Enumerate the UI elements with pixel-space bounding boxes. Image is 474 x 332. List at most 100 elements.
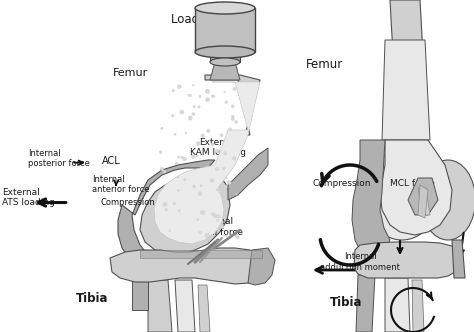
Polygon shape <box>228 148 268 200</box>
Circle shape <box>188 116 192 120</box>
Circle shape <box>196 155 198 157</box>
Circle shape <box>198 106 200 108</box>
Polygon shape <box>390 0 428 145</box>
Circle shape <box>211 95 214 97</box>
Circle shape <box>177 85 181 89</box>
Text: External
ATS loading: External ATS loading <box>2 188 55 207</box>
Polygon shape <box>154 82 260 244</box>
Circle shape <box>231 115 234 118</box>
Text: MCL force: MCL force <box>390 179 434 188</box>
Text: Femur: Femur <box>113 68 148 78</box>
Circle shape <box>185 132 187 134</box>
Circle shape <box>235 234 239 238</box>
Circle shape <box>223 199 225 201</box>
Circle shape <box>199 231 201 234</box>
Text: Internal
lateral force: Internal lateral force <box>188 217 243 237</box>
Ellipse shape <box>365 150 439 240</box>
Circle shape <box>201 134 205 137</box>
Circle shape <box>160 167 164 171</box>
Circle shape <box>217 219 219 221</box>
Text: Internal
posterior force: Internal posterior force <box>28 149 91 168</box>
Polygon shape <box>140 75 260 254</box>
Circle shape <box>231 105 234 108</box>
Circle shape <box>223 234 225 236</box>
Polygon shape <box>354 242 458 278</box>
Text: Internal
adduction moment: Internal adduction moment <box>320 252 400 272</box>
Circle shape <box>216 189 218 191</box>
Polygon shape <box>110 248 262 284</box>
Circle shape <box>237 236 239 239</box>
Circle shape <box>220 134 223 137</box>
Text: Load cell: Load cell <box>171 13 223 26</box>
Circle shape <box>227 181 231 185</box>
Circle shape <box>228 128 231 131</box>
Polygon shape <box>210 62 240 80</box>
Circle shape <box>233 87 236 91</box>
Text: Internal
anterior force: Internal anterior force <box>92 175 150 194</box>
Polygon shape <box>140 250 262 258</box>
Text: Femur: Femur <box>306 58 343 71</box>
Circle shape <box>164 208 167 211</box>
Circle shape <box>231 118 234 121</box>
Circle shape <box>222 167 225 170</box>
Circle shape <box>216 149 219 153</box>
Text: Tibia: Tibia <box>330 295 362 309</box>
Circle shape <box>196 141 200 145</box>
Circle shape <box>180 110 184 114</box>
Circle shape <box>224 91 226 93</box>
Circle shape <box>188 94 190 96</box>
Text: Compression: Compression <box>313 179 371 188</box>
Circle shape <box>219 191 221 194</box>
Circle shape <box>191 155 195 159</box>
Polygon shape <box>382 40 430 140</box>
Polygon shape <box>198 285 210 332</box>
Polygon shape <box>408 178 438 215</box>
Circle shape <box>178 210 181 212</box>
Polygon shape <box>248 248 275 285</box>
Circle shape <box>199 95 201 98</box>
Circle shape <box>235 120 237 124</box>
Circle shape <box>192 185 196 188</box>
Circle shape <box>200 185 202 187</box>
Circle shape <box>175 162 178 165</box>
Circle shape <box>225 235 227 237</box>
Polygon shape <box>195 8 255 52</box>
Circle shape <box>177 176 179 178</box>
Polygon shape <box>452 240 465 278</box>
Text: ACL: ACL <box>102 156 121 166</box>
Polygon shape <box>418 185 428 218</box>
Circle shape <box>212 95 215 98</box>
Circle shape <box>163 170 166 173</box>
Ellipse shape <box>195 46 255 58</box>
Circle shape <box>223 152 227 155</box>
Circle shape <box>169 230 171 231</box>
Circle shape <box>211 143 214 146</box>
Circle shape <box>172 115 174 117</box>
Circle shape <box>181 156 183 159</box>
Circle shape <box>197 219 199 221</box>
Circle shape <box>183 179 186 181</box>
Ellipse shape <box>210 58 240 66</box>
Polygon shape <box>118 160 215 260</box>
Circle shape <box>189 94 191 97</box>
Circle shape <box>201 210 205 215</box>
Circle shape <box>224 185 228 189</box>
Circle shape <box>173 202 176 205</box>
Circle shape <box>207 129 210 133</box>
Polygon shape <box>352 140 390 255</box>
Circle shape <box>217 214 220 218</box>
Circle shape <box>172 90 174 92</box>
Circle shape <box>205 233 210 238</box>
Circle shape <box>236 194 237 195</box>
Circle shape <box>206 98 210 102</box>
Circle shape <box>225 101 228 103</box>
Circle shape <box>216 240 219 243</box>
Circle shape <box>222 221 223 223</box>
Ellipse shape <box>420 160 474 240</box>
Circle shape <box>225 177 228 179</box>
Text: Compression: Compression <box>101 198 156 207</box>
Circle shape <box>192 84 194 86</box>
Circle shape <box>213 214 217 217</box>
Polygon shape <box>210 52 240 62</box>
Circle shape <box>183 157 187 161</box>
